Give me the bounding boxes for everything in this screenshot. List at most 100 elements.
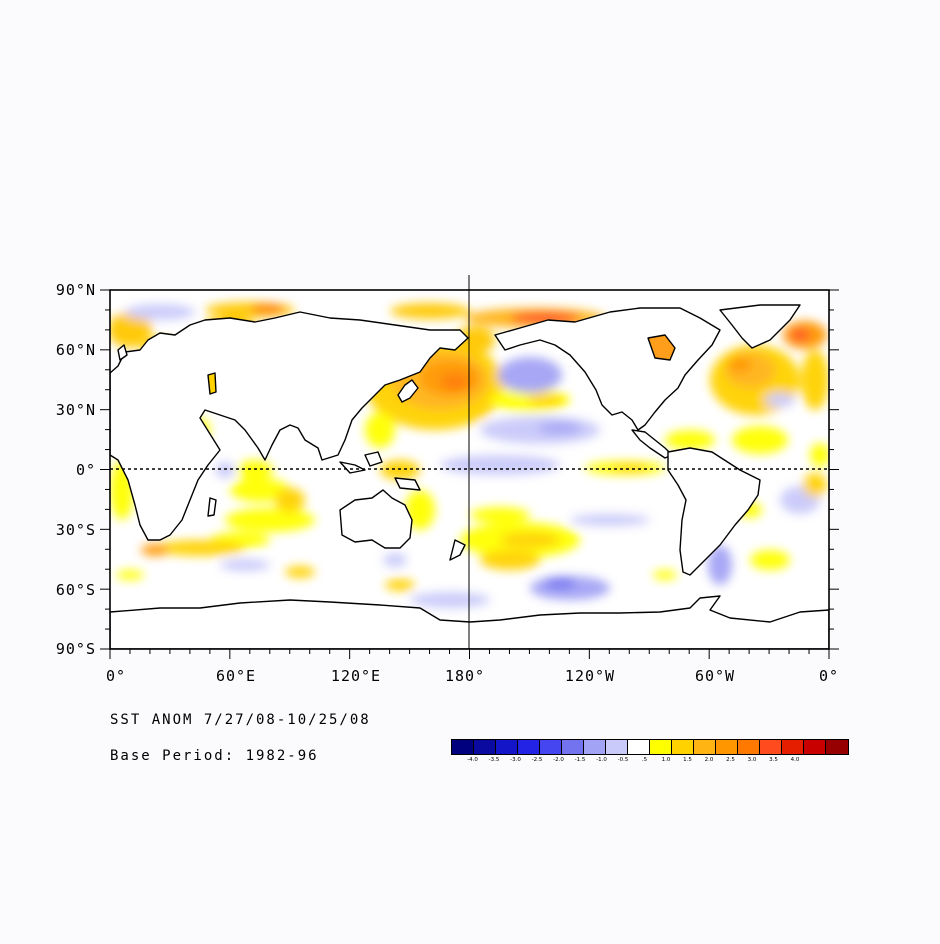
anomaly-atlantic-warm bbox=[810, 443, 829, 467]
new-guinea-coastline bbox=[394, 477, 421, 491]
color-scale-tick-label: -3.0 bbox=[510, 757, 521, 763]
color-scale-swatch bbox=[738, 740, 760, 754]
anomaly-s-atlantic-warm bbox=[750, 550, 790, 570]
anomaly-aus-warm bbox=[380, 460, 420, 480]
color-scale-swatch bbox=[782, 740, 804, 754]
anomaly-atlantic-warm bbox=[732, 426, 788, 454]
color-scale-swatch bbox=[716, 740, 738, 754]
anomaly-arctic-warm bbox=[250, 304, 286, 314]
madagascar-coastline bbox=[207, 497, 217, 517]
lon-label-120w: 120°W bbox=[564, 667, 616, 685]
axis-ticks bbox=[100, 289, 839, 659]
indonesia-coastline bbox=[364, 451, 383, 467]
color-scale-tick-label: -1.0 bbox=[596, 757, 607, 763]
color-scale-tick-label: 3.0 bbox=[747, 757, 757, 763]
coastlines bbox=[110, 304, 829, 649]
anomaly-sw-pacific-cool bbox=[410, 592, 490, 608]
anomaly-kamchatka-warm bbox=[455, 326, 495, 354]
color-scale-tick-label: 1.0 bbox=[661, 757, 671, 763]
anomaly-indian-warm bbox=[230, 478, 290, 502]
anomaly-atlantic-cool bbox=[765, 393, 795, 407]
color-scale-tick-label: -3.5 bbox=[488, 757, 500, 763]
color-scale-swatch bbox=[804, 740, 826, 754]
color-scale-swatch bbox=[474, 740, 496, 754]
color-scale-tick-label: 3.5 bbox=[769, 757, 778, 763]
lon-label-180: 180° bbox=[444, 667, 486, 685]
south-america-coastline bbox=[667, 447, 761, 576]
anomaly-s-indian-warm bbox=[285, 566, 315, 578]
anomaly-n-atlantic-warm bbox=[728, 357, 752, 373]
anomaly-arctic-warm bbox=[390, 303, 470, 319]
lat-label-60s: 60°S bbox=[55, 581, 96, 599]
hudson-bay-coastline bbox=[647, 334, 676, 361]
new-zealand-coastline bbox=[449, 539, 466, 561]
anomaly-nw-pacific-warm bbox=[527, 394, 563, 406]
lon-label-60e: 60°E bbox=[215, 667, 257, 685]
australia-coastline bbox=[339, 489, 413, 549]
color-scale-swatch bbox=[518, 740, 540, 754]
anomaly-s-pacific-warm bbox=[470, 507, 530, 523]
color-scale-swatch bbox=[650, 740, 672, 754]
anomaly-nw-pacific-warm bbox=[365, 412, 395, 448]
anomaly-ne-pacific-cool bbox=[498, 357, 562, 393]
anomaly-arctic-cool bbox=[125, 304, 195, 320]
color-scale-swatch bbox=[672, 740, 694, 754]
color-scale-tick-label: -4.0 bbox=[467, 757, 478, 763]
anomaly-fields bbox=[110, 302, 829, 608]
lon-label-0: 0° bbox=[105, 667, 127, 685]
anomaly-sa-cool bbox=[708, 545, 732, 585]
anomaly-n-atlantic-warm bbox=[790, 329, 810, 341]
color-scale-tick-label: -2.5 bbox=[531, 757, 543, 763]
anomaly-s-indian-warm bbox=[155, 540, 245, 556]
anomaly-nw-pacific-warm bbox=[441, 374, 469, 390]
anomaly-s-pacific-warm bbox=[480, 550, 540, 570]
color-scale-ticks: -4.0 -3.5 -3.0 -2.5 -2.0 -1.5 -1.0 -0.5 .5 1.0 1.5… bbox=[451, 757, 838, 767]
anomaly-aus-warm bbox=[385, 579, 415, 591]
anomaly-tropical-cool bbox=[440, 455, 560, 475]
color-scale-swatch bbox=[760, 740, 782, 754]
anomaly-ne-pacific-cool bbox=[538, 422, 582, 434]
color-scale-swatch bbox=[562, 740, 584, 754]
color-scale-tick-label: .5 bbox=[641, 757, 648, 763]
caspian-coastline bbox=[207, 372, 217, 395]
lon-label-0-end: 0° bbox=[818, 667, 840, 685]
lon-label-120e: 120°E bbox=[330, 667, 382, 685]
anomaly-eq-pacific-warm bbox=[610, 464, 650, 472]
anomaly-indian-warm bbox=[225, 508, 315, 532]
color-scale-swatch bbox=[826, 740, 848, 754]
lat-label-30n: 30°N bbox=[55, 401, 96, 419]
map-title: SST ANOM 7/27/08-10/25/08 bbox=[110, 712, 371, 728]
eurasia-africa-coastline bbox=[110, 311, 469, 541]
anomaly-gulf-warm bbox=[665, 430, 715, 450]
greenland-coastline bbox=[719, 304, 801, 349]
color-scale-swatch bbox=[584, 740, 606, 754]
japan-coastline bbox=[397, 379, 419, 403]
color-scale-swatch bbox=[496, 740, 518, 754]
anomaly-arctic-warm bbox=[110, 312, 152, 348]
lat-label-eq: 0° bbox=[75, 461, 96, 479]
color-scale-swatch bbox=[628, 740, 650, 754]
lat-label-60n: 60°N bbox=[55, 341, 96, 359]
anomaly-indian-cool bbox=[215, 462, 235, 478]
anomaly-s-indian-warm bbox=[116, 570, 144, 580]
lat-label-90s: 90°S bbox=[55, 640, 96, 658]
color-scale-tick-label: -1.5 bbox=[574, 757, 586, 763]
color-scale-swatch bbox=[694, 740, 716, 754]
color-scale-swatch bbox=[606, 740, 628, 754]
anomaly-s-pacific-cool bbox=[570, 514, 650, 526]
color-scale-tick-label: 2.0 bbox=[704, 757, 714, 763]
anomaly-indian-warm bbox=[275, 488, 305, 512]
color-scale-tick-label: 4.0 bbox=[790, 757, 800, 763]
color-scale-bar bbox=[451, 739, 849, 755]
lat-label-30s: 30°S bbox=[55, 521, 96, 539]
uk-coastline bbox=[117, 344, 128, 361]
anomaly-n-atlantic-warm bbox=[801, 350, 829, 410]
color-scale-tick-label: -0.5 bbox=[617, 757, 629, 763]
color-scale-tick-label: 2.5 bbox=[726, 757, 735, 763]
anomaly-sa-warm bbox=[653, 570, 677, 580]
color-scale-swatch bbox=[452, 740, 474, 754]
color-scale-tick-label: 1.5 bbox=[683, 757, 692, 763]
anomaly-s-atlantic-warm bbox=[803, 473, 827, 497]
